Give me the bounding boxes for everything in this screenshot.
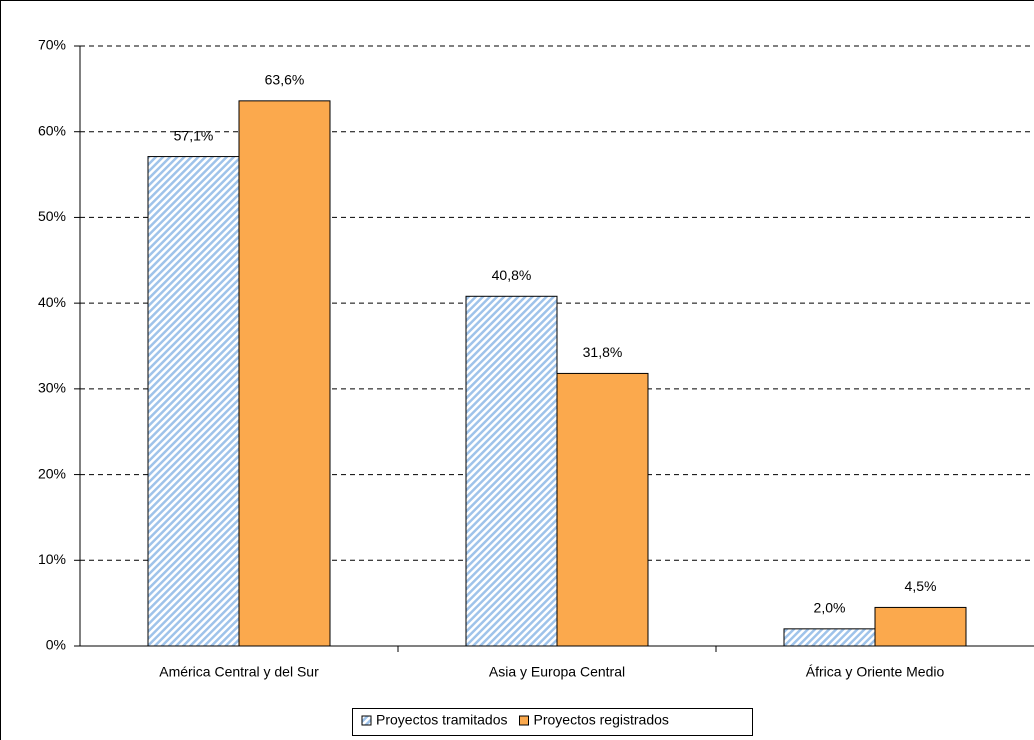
legend-swatch [361,715,372,726]
y-tick-label: 30% [38,380,66,396]
bar [874,606,967,647]
legend-label: Proyectos tramitados [376,712,508,728]
x-tick-label: África y Oriente Medio [806,664,945,680]
legend-box [352,708,753,736]
y-tick-label: 70% [38,37,66,53]
data-label: 57,1% [174,127,214,143]
legend-swatch [519,715,529,726]
bar [465,295,558,647]
x-tick-label: Asia y Europa Central [489,664,625,680]
data-label: 2,0% [814,600,846,616]
y-tick-label: 60% [38,122,66,138]
data-label: 63,6% [265,72,305,88]
data-label: 40,8% [492,267,532,283]
y-tick-label: 20% [38,465,66,481]
y-tick-label: 10% [38,551,66,567]
data-label: 31,8% [583,344,623,360]
bar [783,628,876,647]
y-tick-label: 40% [38,294,66,310]
y-tick-label: 50% [38,208,66,224]
data-label: 4,5% [905,578,937,594]
bar [238,100,331,647]
bar [556,372,649,647]
x-tick-label: América Central y del Sur [159,664,319,680]
legend-label: Proyectos registrados [534,712,669,728]
y-tick-label: 0% [46,637,66,653]
bar [147,156,240,647]
